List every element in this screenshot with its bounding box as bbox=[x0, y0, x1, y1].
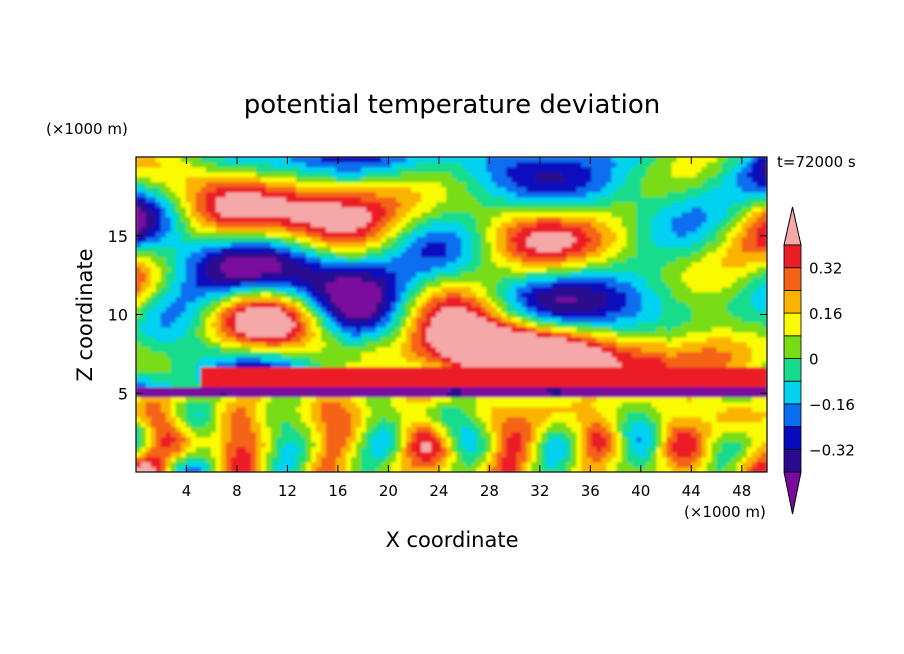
x-tick-label: 28 bbox=[480, 482, 499, 500]
colorbar-label: 0 bbox=[809, 351, 819, 369]
y-tick-label: 5 bbox=[118, 384, 128, 403]
colorbar-box bbox=[783, 358, 802, 382]
x-tick-label: 4 bbox=[182, 482, 192, 500]
chart-title: potential temperature deviation bbox=[244, 90, 660, 120]
x-tick-label: 48 bbox=[732, 482, 751, 500]
y-tick-label: 10 bbox=[108, 306, 128, 325]
contour-field bbox=[136, 157, 767, 472]
colorbar-label: 0.32 bbox=[809, 260, 842, 278]
colorbar-label: −0.16 bbox=[809, 396, 855, 414]
y-axis: 5 10 15 bbox=[108, 227, 767, 403]
x-tick-label: 16 bbox=[328, 482, 347, 500]
time-label: t=72000 s bbox=[777, 153, 856, 171]
colorbar-label: 0.16 bbox=[809, 305, 842, 323]
x-tick-label: 24 bbox=[429, 482, 448, 500]
colorbar-label: −0.32 bbox=[809, 441, 855, 459]
x-tick-label: 36 bbox=[581, 482, 600, 500]
y-axis-label: Z coordinate bbox=[73, 248, 97, 381]
colorbar-box bbox=[783, 267, 802, 291]
y-tick-label: 15 bbox=[108, 227, 128, 246]
colorbar-box bbox=[783, 448, 802, 473]
x-tick-label: 20 bbox=[379, 482, 398, 500]
x-tick-label: 32 bbox=[530, 482, 549, 500]
colorbar-box bbox=[783, 335, 802, 359]
x-tick-label: 40 bbox=[631, 482, 650, 500]
x-axis-label: X coordinate bbox=[385, 528, 518, 552]
colorbar-box bbox=[783, 289, 802, 314]
colorbar-box bbox=[783, 380, 802, 405]
colorbar-box bbox=[783, 426, 802, 450]
x-tick-label: 12 bbox=[278, 482, 297, 500]
y-unit-label: (×1000 m) bbox=[46, 120, 128, 138]
x-unit-label: (×1000 m) bbox=[684, 503, 766, 521]
colorbar: 0.32 0.16 0 −0.16 −0.32 bbox=[783, 206, 855, 515]
colorbar-extend-bottom bbox=[783, 471, 802, 515]
x-tick-label: 8 bbox=[232, 482, 242, 500]
x-tick-label: 44 bbox=[682, 482, 701, 500]
colorbar-box bbox=[783, 403, 802, 427]
x-axis: 4 8 12 16 20 24 28 32 36 40 44 48 bbox=[182, 157, 751, 500]
colorbar-extend-top bbox=[783, 206, 802, 246]
colorbar-box bbox=[783, 244, 802, 269]
colorbar-box bbox=[783, 312, 802, 337]
